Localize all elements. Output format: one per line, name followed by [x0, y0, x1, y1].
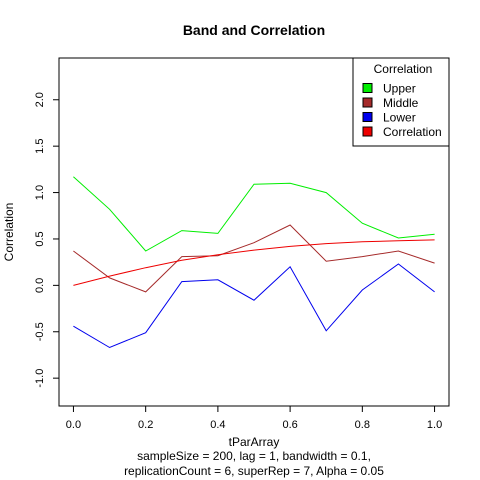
legend-label-upper: Upper	[383, 82, 416, 96]
legend-label-lower: Lower	[383, 111, 416, 125]
series-line-correlation	[73, 239, 435, 286]
legend-swatch-correlation	[362, 126, 373, 137]
chart-title: Band and Correlation	[183, 22, 325, 38]
subtitle-line-2: replicationCount = 6, superRep = 7, Alph…	[124, 464, 384, 478]
x-tick-label: 0.6	[282, 419, 297, 431]
x-tick-label: 0.2	[138, 419, 153, 431]
y-tick-label: 2.0	[34, 92, 46, 107]
y-tick-label: 0.5	[34, 231, 46, 246]
plot-frame	[58, 57, 450, 407]
x-tick-label: 0.0	[66, 419, 81, 431]
y-tick-label: -1.0	[34, 369, 46, 388]
x-tick-label: 0.4	[210, 419, 225, 431]
y-axis: -1.0 -0.5 0.0 0.5 1.0 1.5 2.0	[34, 92, 59, 388]
series-line-middle	[73, 224, 435, 293]
y-tick-label: -0.5	[34, 322, 46, 341]
y-axis-label: Correlation	[2, 203, 16, 262]
y-tick-label: 0.0	[34, 278, 46, 293]
legend-title: Correlation	[374, 62, 433, 76]
x-tick-label: 0.8	[355, 419, 370, 431]
legend-swatch-upper	[362, 83, 373, 93]
series-line-lower	[73, 263, 435, 349]
series-layer	[73, 176, 435, 349]
x-axis: 0.0 0.2 0.4 0.6 0.8 1.0	[66, 406, 442, 431]
legend-swatch-lower	[362, 112, 373, 122]
y-tick-label: 1.5	[34, 139, 46, 154]
x-tick-label: 1.0	[427, 419, 442, 431]
legend-label-correlation: Correlation	[383, 125, 442, 139]
legend-swatch-middle	[362, 97, 373, 108]
y-tick-label: 1.0	[34, 185, 46, 200]
x-axis-label: tParArray	[229, 435, 280, 449]
legend-label-middle: Middle	[383, 96, 419, 110]
subtitle-line-1: sampleSize = 200, lag = 1, bandwidth = 0…	[137, 449, 371, 463]
series-line-upper	[73, 176, 435, 252]
